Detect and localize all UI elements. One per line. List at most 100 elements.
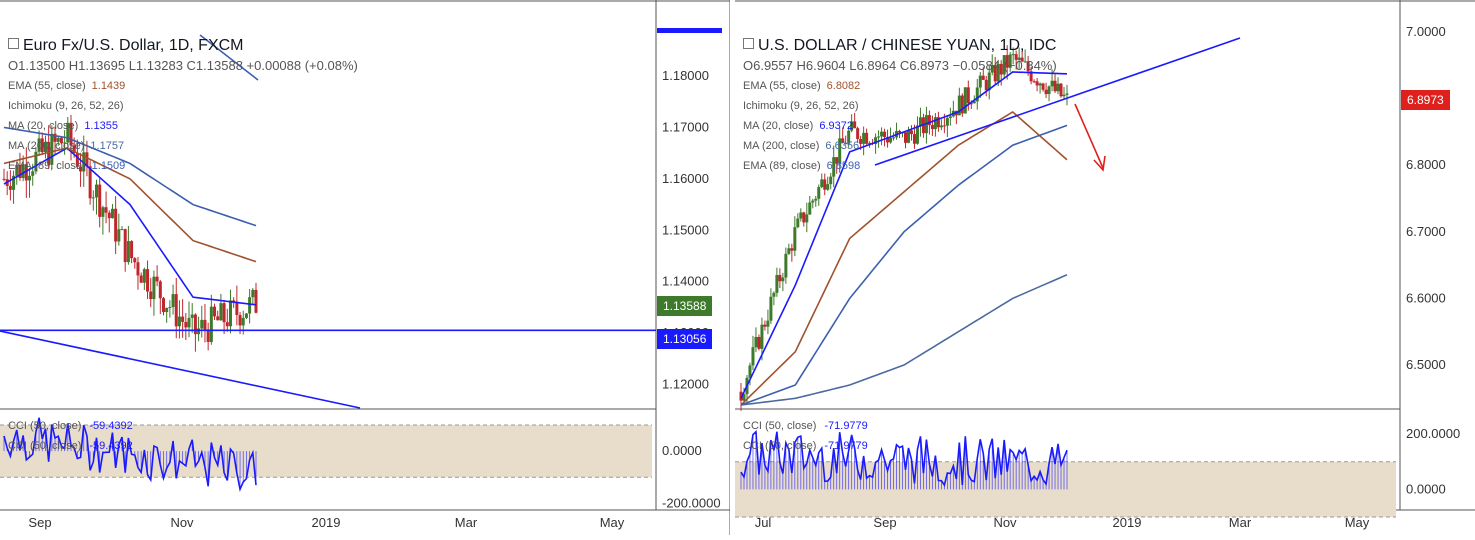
candle-body [844,143,848,145]
candle-body [996,63,1000,82]
usdcny-chart-panel[interactable]: 7.00006.90006.80006.70006.60006.5000JulS… [735,0,1475,535]
candle-body [796,218,800,228]
candle-body [835,157,839,164]
indicator-label: EMA (55, close) [8,80,86,92]
candle-body [993,64,997,82]
collapse-icon[interactable] [8,38,19,50]
candle-body [248,297,252,314]
candle-body [963,87,967,114]
candle-body [213,306,217,317]
candle-body [193,314,197,335]
candle-body [981,75,985,80]
candle-body [868,142,872,144]
candle-body [841,138,845,144]
indicator-label: Ichimoku (9, 26, 52, 26) [743,100,859,112]
candle-body [787,248,791,254]
candle-body [53,133,57,142]
price-tick-label: 1.14000 [662,274,709,289]
candle-body [1047,86,1051,95]
cci-line [3,417,257,492]
time-tick-label: 2019 [1113,515,1142,530]
eurusd-legend: Euro Fx/U.S. Dollar, 1D, FXCM O1.13500 H… [8,36,358,176]
price-tick-label: 7.0000 [1406,24,1446,39]
eurusd-chart[interactable]: 1.18000 1.17000 1.16000 1.15000 1.14000 1.130… [0,0,731,535]
time-tick-label: Sep [28,515,51,530]
line-price-tag: 1.13056 [657,329,713,349]
collapse-icon[interactable] [743,38,754,50]
candle-body [886,137,890,143]
symbol-title: U.S. DOLLAR / CHINESE YUAN, 1D, IDC [743,36,1057,56]
candle-body [972,101,976,104]
candle-body [161,298,165,313]
candle-body [238,315,242,326]
indicator-row: EMA (89, close) 6.8598 [743,156,1057,176]
candle-body [1002,55,1006,75]
price-tick-label: 1.12000 [662,377,709,392]
candle-body [1011,54,1015,56]
candle-body [790,248,794,251]
candle-body [181,316,185,322]
candle-body [769,296,773,321]
price-tick-label: 1.17000 [662,119,709,134]
candle-body [174,294,178,327]
price-tick-label: 6.7000 [1406,224,1446,239]
candle-body [1008,54,1012,68]
candle-body [808,202,812,215]
candle-body [933,117,937,130]
indicator-value: 1.1757 [90,140,125,152]
candle-body [28,175,32,181]
indicator-legend: EMA (55, close) 6.8082 Ichimoku (9, 26, 52… [743,76,1057,176]
candle-body [802,212,806,223]
candle-body [883,131,887,138]
cci-legend-row: CCI (50, close) -71.9779 [743,436,868,456]
candle-body [1026,61,1030,72]
candle-body [754,336,758,348]
candle-body [123,229,127,263]
candle-body [8,185,12,190]
candle-body [225,322,229,327]
indicator-label: MA (20, close) [743,120,814,132]
candle-body [847,130,851,144]
candle-body [748,365,752,378]
time-tick-label: Sep [873,515,896,530]
usdcny-chart[interactable]: 7.00006.90006.80006.70006.60006.5000JulS… [735,0,1475,535]
candle-body [228,300,232,327]
indicator-label: EMA (89, close) [8,160,86,172]
cci-value: -71.9779 [824,440,868,452]
cci-tick-label: -200.0000 [662,495,721,510]
ohlc-readout: O6.9557 H6.9604 L6.8964 C6.8973 −0.0584 … [743,58,1057,73]
price-marker [657,28,722,33]
price-tick-label: 1.18000 [662,68,709,83]
candle-body [222,303,226,323]
candle-body [880,131,884,137]
candle-body [209,306,213,342]
candle-body [40,138,44,153]
indicator-line [740,273,1068,406]
candle-body [826,184,830,190]
price-tick-label: 6.8000 [1406,157,1446,172]
target-arrow [1074,103,1104,169]
eurusd-chart-panel[interactable]: 1.18000 1.17000 1.16000 1.15000 1.14000 1.130… [0,0,731,535]
candle-body [915,125,919,144]
candle-body [942,125,946,127]
candle-body [1053,80,1057,92]
candle-body [820,179,824,188]
candle-body [88,166,92,199]
candle-body [114,208,118,242]
candle-body [117,229,121,242]
indicator-row: EMA (55, close) 1.1439 [8,76,358,96]
candle-body [190,314,194,318]
indicator-value: 6.8598 [826,160,861,172]
candle-body [59,137,63,144]
candle-body [168,307,172,309]
cci-value: -71.9779 [824,420,868,432]
indicator-value: 1.1509 [91,160,126,172]
candle-body [31,171,35,176]
price-tick-label: 1.15000 [662,222,709,237]
time-tick-label: Jul [755,515,772,530]
candle-body [1020,57,1024,62]
candle-body [850,121,854,131]
candle-body [158,281,162,299]
candle-body [918,117,922,126]
cci-tick-label: 0.0000 [1406,481,1446,496]
